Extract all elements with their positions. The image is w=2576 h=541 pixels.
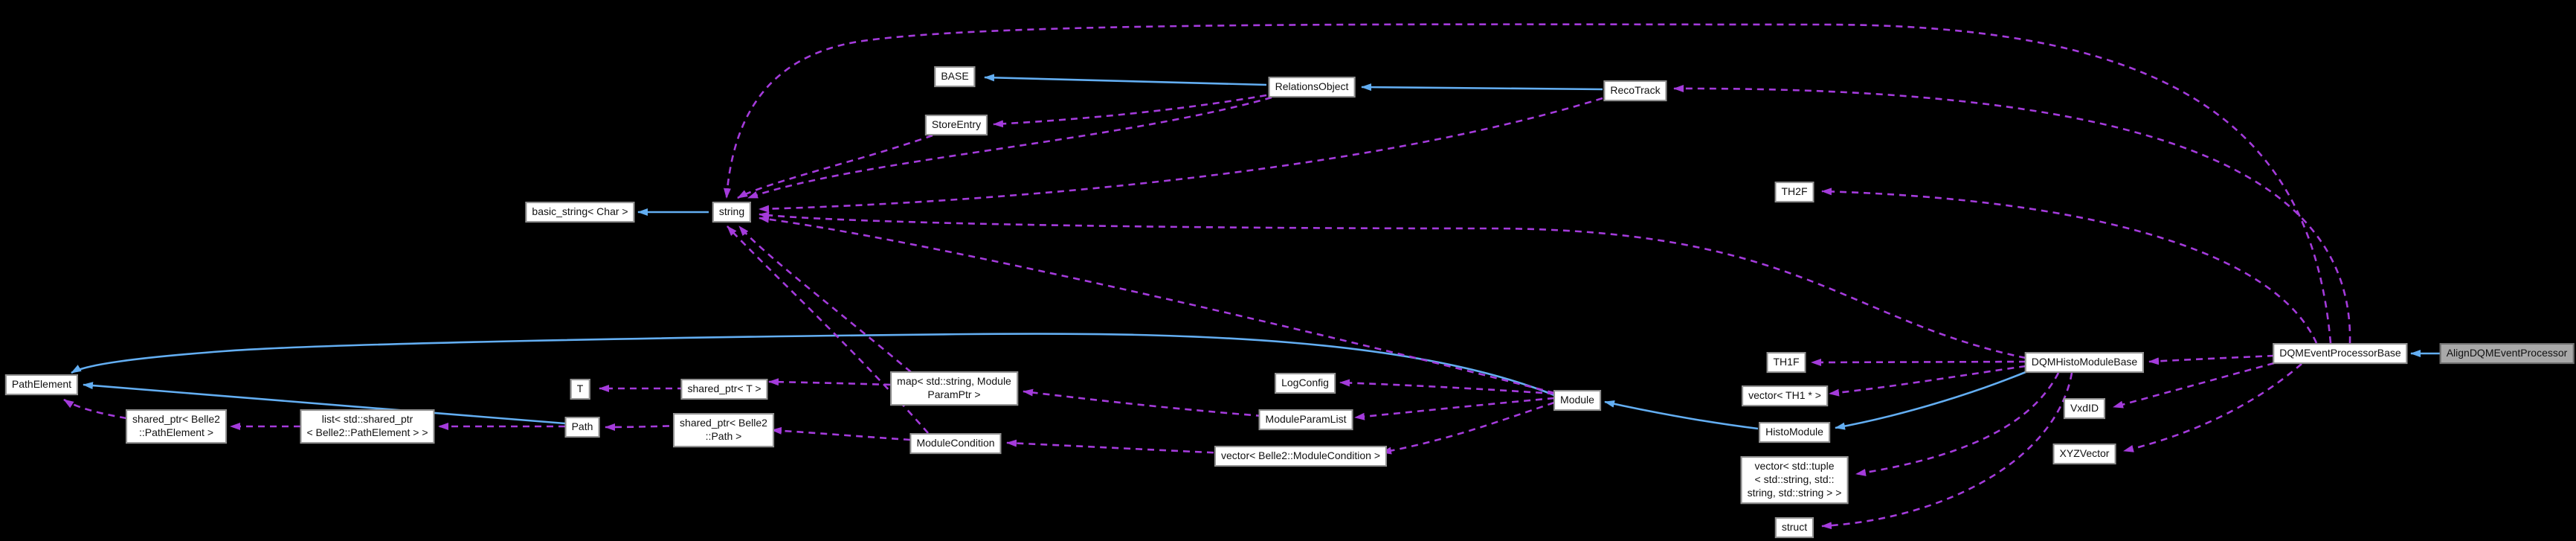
edge-module-to-string — [759, 215, 1555, 394]
node-reco_track[interactable]: RecoTrack — [1603, 80, 1667, 101]
node-relations_object[interactable]: RelationsObject — [1268, 77, 1356, 97]
node-shared_ptr_path_element[interactable]: shared_ptr< Belle2 ::PathElement > — [126, 409, 227, 444]
edge-dqm_histo_module_base-to-vector_tuple — [1855, 372, 2060, 476]
node-string[interactable]: string — [712, 202, 752, 223]
edge-dqm_histo_module_base-to-struct — [1821, 372, 2073, 530]
node-shared_ptr_path[interactable]: shared_ptr< Belle2 ::Path > — [673, 413, 774, 447]
edge-map_param-to-string — [738, 225, 912, 373]
node-store_entry[interactable]: StoreEntry — [924, 115, 988, 135]
edge-module-to-module_param_list — [1354, 397, 1555, 420]
edge-shared_ptr_path-to-path — [605, 423, 682, 431]
node-dqm_histo_module_base[interactable]: DQMHistoModuleBase — [2024, 352, 2145, 373]
edge-dqm_histo_module_base-to-string — [759, 211, 2026, 359]
edge-module_condition-to-shared_ptr_path — [771, 426, 911, 441]
node-map_param[interactable]: map< std::string, Module ParamPtr > — [890, 371, 1018, 406]
node-t[interactable]: T — [570, 379, 590, 400]
node-module[interactable]: Module — [1553, 390, 1601, 411]
node-vector_th1[interactable]: vector< TH1 * > — [1742, 385, 1828, 406]
edge-store_entry-to-string — [737, 134, 933, 199]
node-vector_module_condition[interactable]: vector< Belle2::ModuleCondition > — [1214, 446, 1388, 467]
edge-module_condition-to-string — [727, 225, 929, 434]
edge-relations_object-to-string — [747, 96, 1272, 199]
node-th2f[interactable]: TH2F — [1774, 182, 1815, 202]
edge-map_param-to-shared_ptr_t — [768, 378, 892, 386]
edge-module-to-path_element — [71, 333, 1555, 397]
node-vxdid[interactable]: VxdID — [2063, 398, 2106, 419]
node-struct[interactable]: struct — [1774, 517, 1815, 538]
node-log_config[interactable]: LogConfig — [1275, 373, 1336, 394]
node-list_shared_ptr[interactable]: list< std::shared_ptr < Belle2::PathElem… — [300, 409, 435, 444]
edge-dqm_histo_module_base-to-vector_th1 — [1829, 365, 2026, 397]
edge-module_param_list-to-map_param — [1023, 388, 1263, 417]
edge-relations_object-to-base — [984, 74, 1267, 86]
edge-dqm_histo_module_base-to-histo_module — [1835, 371, 2026, 430]
node-th1f[interactable]: TH1F — [1766, 352, 1806, 373]
edge-dqm_event_processor_base-to-vxdid — [2113, 362, 2275, 409]
node-histo_module[interactable]: HistoModule — [1759, 422, 1830, 443]
edge-dqm_event_processor_base-to-dqm_histo_module_base — [2148, 354, 2275, 365]
edge-reco_track-to-relations_object — [1361, 83, 1603, 92]
edge-dqm_event_processor_base-to-th2f — [1821, 188, 2318, 344]
node-dqm_event_processor_base[interactable]: DQMEventProcessorBase — [2273, 343, 2408, 364]
edge-dqm_event_processor_base-to-xyz_vector — [2123, 363, 2302, 452]
node-basic_string[interactable]: basic_string< Char > — [525, 202, 635, 223]
edge-relations_object-to-store_entry — [993, 94, 1267, 128]
edge-dqm_event_processor_base-to-reco_track — [1673, 84, 2351, 344]
node-path[interactable]: Path — [564, 417, 600, 438]
node-path_element[interactable]: PathElement — [4, 374, 79, 395]
node-align_dqm_event_processor[interactable]: AlignDQMEventProcessor — [2439, 343, 2575, 364]
node-base[interactable]: BASE — [934, 66, 976, 87]
edge-module-to-vector_module_condition — [1381, 401, 1555, 455]
node-shared_ptr_t[interactable]: shared_ptr< T > — [680, 379, 768, 400]
node-xyz_vector[interactable]: XYZVector — [2052, 444, 2116, 464]
node-vector_tuple[interactable]: vector< std::tuple < std::string, std:: … — [1740, 456, 1849, 504]
edge-histo_module-to-module — [1604, 400, 1759, 430]
edge-path-to-path_element — [83, 382, 566, 425]
edge-vector_module_condition-to-module_condition — [1006, 439, 1226, 455]
edge-reco_track-to-string — [759, 97, 1603, 213]
edge-module-to-log_config — [1339, 379, 1555, 395]
node-module_param_list[interactable]: ModuleParamList — [1258, 409, 1353, 430]
edge-shared_ptr_path_element-to-path_element — [63, 398, 127, 420]
node-module_condition[interactable]: ModuleCondition — [909, 433, 1002, 454]
